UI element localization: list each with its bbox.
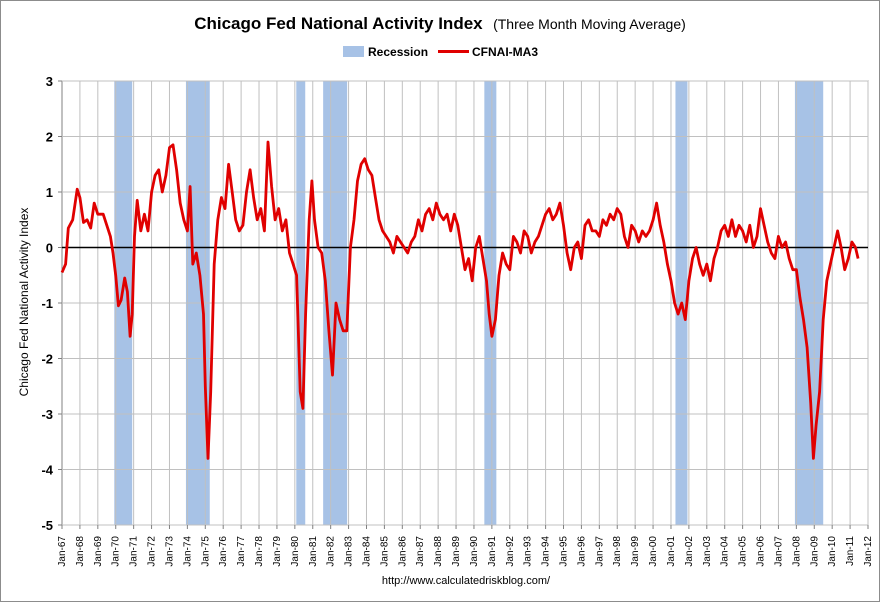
legend: Recession CFNAI-MA3 bbox=[343, 45, 538, 59]
legend-cfnai-label: CFNAI-MA3 bbox=[472, 45, 538, 59]
y-tick-label: -2 bbox=[41, 352, 53, 367]
y-axis-label: Chicago Fed National Activity Index bbox=[17, 208, 31, 397]
x-tick-label: Jan-90 bbox=[469, 536, 480, 567]
x-tick-label: Jan-11 bbox=[845, 536, 856, 566]
x-tick-label: Jan-96 bbox=[576, 536, 587, 567]
x-tick-label: Jan-86 bbox=[397, 536, 408, 567]
y-tick-label: -3 bbox=[41, 407, 53, 422]
x-tick-label: Jan-98 bbox=[612, 536, 623, 567]
x-tick-label: Jan-88 bbox=[433, 536, 444, 567]
x-tick-label: Jan-93 bbox=[523, 536, 534, 567]
y-tick-label: -4 bbox=[41, 463, 53, 478]
x-tick-label: Jan-09 bbox=[809, 536, 820, 567]
x-tick-label: Jan-03 bbox=[702, 536, 713, 567]
y-tick-label: 3 bbox=[46, 74, 53, 89]
x-tick-label: Jan-83 bbox=[344, 536, 355, 567]
x-tick-label: Jan-07 bbox=[773, 536, 784, 567]
x-axis-ticks: Jan-67 Jan-68 Jan-69 Jan-70 Jan-71 Jan-72 Jan-… bbox=[57, 525, 874, 567]
chart-title: Chicago Fed National Activity Index bbox=[194, 14, 483, 33]
x-tick-label: Jan-76 bbox=[218, 536, 229, 567]
x-tick-label: Jan-78 bbox=[254, 536, 265, 567]
x-tick-label: Jan-97 bbox=[594, 536, 605, 567]
x-tick-label: Jan-92 bbox=[505, 536, 516, 567]
y-tick-label: -1 bbox=[41, 296, 53, 311]
x-tick-label: Jan-68 bbox=[75, 536, 86, 567]
series-layer bbox=[60, 140, 860, 460]
x-tick-label: Jan-69 bbox=[93, 536, 104, 567]
x-tick-label: Jan-94 bbox=[541, 536, 552, 567]
x-tick-label: Jan-95 bbox=[559, 536, 570, 567]
x-tick-label: Jan-81 bbox=[308, 536, 319, 567]
x-tick-label: Jan-06 bbox=[756, 536, 767, 567]
y-tick-label: 1 bbox=[46, 185, 53, 200]
y-tick-label: 0 bbox=[46, 241, 53, 256]
x-tick-label: Jan-05 bbox=[738, 536, 749, 567]
x-tick-label: Jan-02 bbox=[684, 536, 695, 567]
x-tick-label: Jan-91 bbox=[487, 536, 498, 567]
x-tick-label: Jan-04 bbox=[720, 536, 731, 567]
series-line-cfnai-ma3 bbox=[60, 140, 860, 460]
x-tick-label: Jan-99 bbox=[630, 536, 641, 567]
x-tick-label: Jan-12 bbox=[863, 536, 874, 567]
y-axis-ticks: 3 2 1 0 -1 -2 -3 -4 -5 bbox=[41, 74, 62, 533]
x-tick-label: Jan-87 bbox=[415, 536, 426, 567]
x-tick-label: Jan-01 bbox=[666, 536, 677, 567]
x-tick-label: Jan-08 bbox=[791, 536, 802, 567]
x-tick-label: Jan-75 bbox=[200, 536, 211, 567]
source-url: http://www.calculatedriskblog.com/ bbox=[382, 575, 551, 587]
x-tick-label: Jan-00 bbox=[648, 536, 659, 567]
x-tick-label: Jan-77 bbox=[236, 536, 247, 567]
x-tick-label: Jan-70 bbox=[111, 536, 122, 567]
x-tick-label: Jan-10 bbox=[827, 536, 838, 567]
x-tick-label: Jan-67 bbox=[57, 536, 68, 567]
chart-title-group: Chicago Fed National Activity Index (Thr… bbox=[194, 14, 686, 33]
x-tick-label: Jan-84 bbox=[361, 536, 372, 567]
x-tick-label: Jan-72 bbox=[147, 536, 158, 567]
legend-recession-swatch bbox=[343, 46, 364, 57]
x-tick-label: Jan-89 bbox=[451, 536, 462, 567]
x-tick-label: Jan-73 bbox=[164, 536, 175, 567]
legend-recession-label: Recession bbox=[368, 45, 428, 59]
y-tick-label: 2 bbox=[46, 130, 53, 145]
x-tick-label: Jan-74 bbox=[182, 536, 193, 567]
x-tick-label: Jan-82 bbox=[326, 536, 337, 567]
x-tick-label: Jan-85 bbox=[379, 536, 390, 567]
chart-subtitle: (Three Month Moving Average) bbox=[493, 16, 686, 32]
x-tick-label: Jan-80 bbox=[290, 536, 301, 567]
y-tick-label: -5 bbox=[41, 518, 53, 533]
x-tick-label: Jan-71 bbox=[129, 536, 140, 567]
x-tick-label: Jan-79 bbox=[272, 536, 283, 567]
